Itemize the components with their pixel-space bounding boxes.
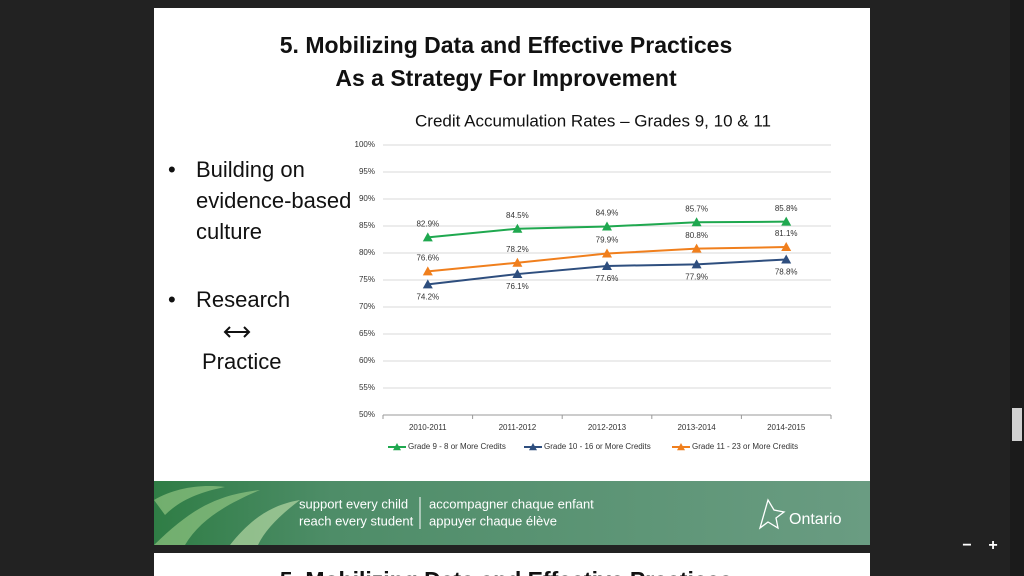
x-tick-label: 2012-2013 <box>588 423 627 432</box>
y-tick-label: 65% <box>359 329 375 338</box>
data-point <box>781 242 792 252</box>
data-label: 76.6% <box>416 253 439 262</box>
footer-swoosh <box>154 486 300 545</box>
data-point <box>422 232 433 242</box>
legend-swatch-marker <box>393 443 401 451</box>
data-point <box>781 254 792 264</box>
footer-text: appuyer chaque élève <box>429 513 557 528</box>
y-tick-label: 80% <box>359 248 375 257</box>
legend-label: Grade 11 - 23 or More Credits <box>692 442 798 451</box>
slide-title: 5. Mobilizing Data and Effective Practic… <box>280 32 732 58</box>
chart-title: Credit Accumulation Rates – Grades 9, 10… <box>415 111 771 130</box>
data-point <box>691 243 702 253</box>
data-point <box>781 216 792 226</box>
footer-text: support every child <box>299 496 408 511</box>
ontario-trillium <box>758 498 786 530</box>
scrollbar-thumb[interactable] <box>1012 408 1022 441</box>
data-label: 79.9% <box>596 236 619 245</box>
data-point <box>422 279 433 289</box>
data-point <box>422 266 433 276</box>
data-point <box>602 221 612 231</box>
data-point <box>512 269 523 279</box>
data-label: 77.6% <box>596 274 619 283</box>
y-tick-label: 75% <box>359 275 375 284</box>
data-label: 76.1% <box>506 282 529 291</box>
zoom-out-button[interactable]: − <box>962 537 971 554</box>
slide-title: As a Strategy For Improvement <box>335 65 677 91</box>
slide <box>154 8 870 545</box>
y-tick-label: 100% <box>355 140 375 149</box>
bullet-text: Research <box>196 287 290 312</box>
data-label: 82.9% <box>416 219 439 228</box>
legend-label: Grade 9 - 8 or More Credits <box>408 442 506 451</box>
legend-swatch-marker <box>677 443 685 451</box>
data-label: 80.8% <box>685 231 708 240</box>
x-tick-label: 2014-2015 <box>767 423 806 432</box>
footer-text: reach every student <box>299 513 414 528</box>
bullet-dot: • <box>168 157 176 182</box>
data-point <box>602 248 612 258</box>
y-tick-label: 85% <box>359 221 375 230</box>
bullet-text: Building on <box>196 157 305 182</box>
data-label: 81.1% <box>775 229 798 238</box>
scrollbar[interactable] <box>1010 0 1024 576</box>
chart: 50% 55% 60% 65% 70% 75% 80% 85% 90% 95% 100% 2010-2… <box>355 140 832 451</box>
ontario-logo: Ontario <box>789 511 842 528</box>
data-label: 85.7% <box>685 204 708 213</box>
legend-label: Grade 10 - 16 or More Credits <box>544 442 651 451</box>
footer-text: accompagner chaque enfant <box>429 496 594 511</box>
x-tick-label: 2011-2012 <box>499 423 537 432</box>
data-label: 77.9% <box>685 272 708 281</box>
data-label: 85.8% <box>775 204 798 213</box>
x-tick-label: 2010-2011 <box>409 423 447 432</box>
data-point <box>691 217 702 227</box>
next-slide <box>154 553 870 576</box>
bullet-text: Practice <box>202 349 281 374</box>
next-slide-title: 5. Mobilizing Data and Effective Practic… <box>280 567 732 576</box>
y-tick-label: 55% <box>359 383 375 392</box>
legend-swatch-marker <box>529 443 537 451</box>
x-tick-label: 2013-2014 <box>677 423 716 432</box>
bullet-text: evidence-based <box>196 188 351 213</box>
bullet-dot: • <box>168 287 176 312</box>
data-label: 74.2% <box>416 292 439 301</box>
zoom-in-button[interactable]: + <box>988 537 997 554</box>
data-label: 78.8% <box>775 268 798 277</box>
y-tick-label: 60% <box>359 356 375 365</box>
y-tick-label: 90% <box>359 194 375 203</box>
double-arrow <box>223 326 251 338</box>
data-label: 78.2% <box>506 245 529 254</box>
y-tick-label: 95% <box>359 167 375 176</box>
data-point <box>512 257 523 267</box>
data-point <box>691 259 702 269</box>
data-label: 84.5% <box>506 211 529 220</box>
y-tick-label: 50% <box>359 410 375 419</box>
data-point <box>512 223 523 233</box>
data-point <box>602 260 612 270</box>
y-tick-label: 70% <box>359 302 375 311</box>
data-label: 84.9% <box>596 209 619 218</box>
bullet-text: culture <box>196 219 262 244</box>
